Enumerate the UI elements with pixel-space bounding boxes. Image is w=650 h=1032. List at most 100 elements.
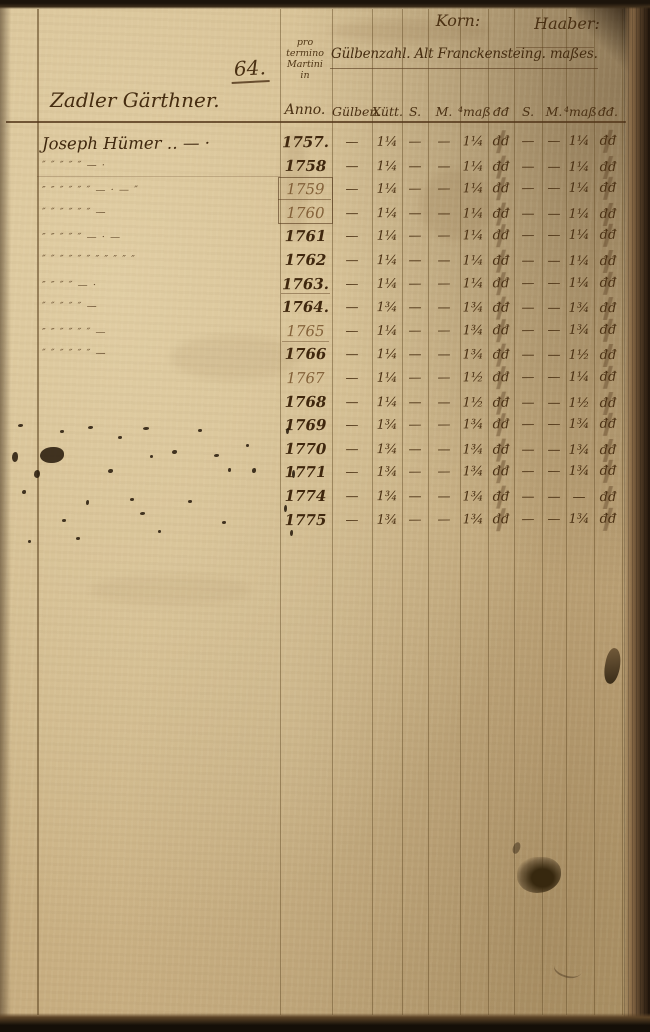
korn-detto-mark: đđ [487, 485, 515, 509]
xuett-value: 1¼ [376, 134, 398, 150]
haaber-detto-mark: đđ [593, 507, 623, 531]
ink-splatter [286, 428, 289, 434]
term-note-line: pro [296, 37, 314, 48]
haaber-scheffel-value: — [521, 300, 535, 316]
column-rule [37, 9, 39, 1015]
haaber-mass-value: 1¾ [568, 300, 590, 316]
korn-metzen-value: — [437, 347, 451, 363]
korn-metzen-value: — [437, 370, 451, 386]
term-note-line: Martini [287, 59, 323, 70]
column-header-korn-detto: đđ [492, 104, 509, 119]
tenant-name [42, 390, 274, 391]
tenant-name [42, 484, 274, 485]
ink-splatter [228, 468, 231, 472]
haaber-scheffel-value: — [521, 347, 535, 363]
korn-mass-value: 1¾ [462, 323, 484, 339]
korn-detto-mark: đđ [487, 391, 515, 415]
ink-splatter [28, 540, 31, 543]
year-underline-1763 [281, 293, 330, 294]
haaber-detto-mark: đđ [593, 296, 623, 321]
ink-splatter [172, 450, 177, 454]
haaber-scheffel-value: — [521, 489, 535, 505]
haaber-underline [516, 47, 594, 48]
haaber-metzen-value: — [547, 159, 561, 175]
korn-metzen-value: — [437, 417, 451, 433]
haaber-metzen-value: — [547, 180, 561, 197]
haaber-metzen-value: — [547, 347, 561, 363]
header-separator-line [6, 121, 626, 123]
tenant-name [42, 509, 274, 510]
haaber-mass-value: 1¼ [568, 253, 590, 269]
column-rule [372, 9, 373, 1015]
korn-scheffel-value: — [408, 417, 422, 433]
year-underline-1765 [282, 341, 329, 342]
korn-metzen-value: — [437, 442, 451, 458]
book-top-edge [0, 0, 650, 9]
haaber-detto-mark: đđ [593, 365, 623, 389]
korn-detto-mark: đđ [487, 460, 515, 484]
haaber-metzen-value: — [547, 253, 561, 269]
guelden-value: — [345, 417, 359, 433]
guelden-value: — [345, 512, 359, 528]
ink-splatter [40, 447, 64, 463]
haaber-mass-value: — [572, 489, 586, 505]
korn-detto-mark: đđ [487, 366, 515, 390]
xuett-value: 1¾ [376, 417, 398, 433]
column-header-guelden: Gülben. [332, 104, 382, 119]
xuett-value: 1¼ [376, 159, 398, 175]
column-rule [332, 9, 333, 1015]
korn-metzen-value: — [437, 134, 451, 150]
ink-splatter [252, 468, 256, 473]
korn-scheffel-value: — [408, 323, 422, 339]
korn-detto-mark: đđ [487, 296, 515, 320]
haaber-metzen-value: — [547, 416, 561, 433]
column-header-xuett: Xütt. [372, 104, 403, 119]
xuett-value: 1¼ [376, 347, 398, 363]
year-value: 1762 [284, 250, 327, 270]
haaber-detto-mark: đđ [593, 391, 623, 416]
xuett-value: 1¾ [376, 442, 398, 458]
korn-scheffel-value: — [408, 489, 422, 505]
ink-splatter [60, 430, 64, 433]
ink-splatter [222, 521, 226, 524]
main-header-underline [330, 68, 598, 69]
year-value: 1768 [284, 392, 327, 412]
tenant-class-header: Zadler Gärthner. [50, 88, 220, 112]
ink-splatter [12, 452, 18, 462]
year-box-midline [278, 199, 331, 200]
korn-scheffel-value: — [408, 512, 422, 528]
haaber-mass-value: 1¼ [568, 133, 590, 149]
ledger-row: ″ ″ ″ ″ ″ — · — 1761 — 1¼ — — 1¼ đđ — — … [0, 223, 650, 251]
tenant-name: ″ ″ ″ ″ ″ — · [41, 160, 106, 172]
haaber-scheffel-value: — [521, 228, 535, 244]
guelden-value: — [345, 276, 359, 292]
haaber-detto-mark: đđ [593, 249, 623, 274]
haaber-metzen-value: — [547, 300, 561, 316]
row-rule-1758 [37, 176, 280, 177]
haaber-metzen-value: — [547, 489, 561, 505]
bleed-smudge [420, 170, 490, 240]
column-rule [594, 9, 595, 1015]
column-rule [402, 9, 403, 1015]
xuett-value: 1¼ [376, 395, 398, 411]
bleed-smudge [282, 130, 308, 240]
korn-detto-mark: đđ [487, 508, 515, 532]
haaber-mass-value: 1¼ [568, 227, 590, 243]
year-box-1759-1760 [278, 177, 333, 224]
haaber-metzen-value: — [547, 511, 561, 528]
korn-mass-value: 1¾ [462, 347, 484, 363]
haaber-mass-value: 1¾ [568, 322, 590, 338]
haaber-mass-value: 1¼ [568, 159, 590, 175]
ink-splatter [62, 519, 66, 522]
bleed-smudge [90, 575, 250, 605]
tenant-name: ″ ″ ″ ″ ″ ″ ″ ″ ″ ″ ″ [41, 254, 136, 266]
ledger-row: 1775 — 1¾ — — 1¾ đđ — — 1¾ đđ [0, 507, 650, 535]
ink-splatter [140, 512, 145, 515]
haaber-scheffel-value: — [521, 159, 535, 175]
ink-splatter [18, 424, 23, 427]
korn-metzen-value: — [437, 489, 451, 505]
haaber-detto-mark: đđ [593, 343, 623, 368]
ledger-row: 1769 — 1¾ — — 1¾ đđ — — 1¾ đđ [0, 412, 650, 440]
korn-detto-mark: đđ [487, 249, 515, 273]
book-fore-edge [624, 0, 650, 1032]
